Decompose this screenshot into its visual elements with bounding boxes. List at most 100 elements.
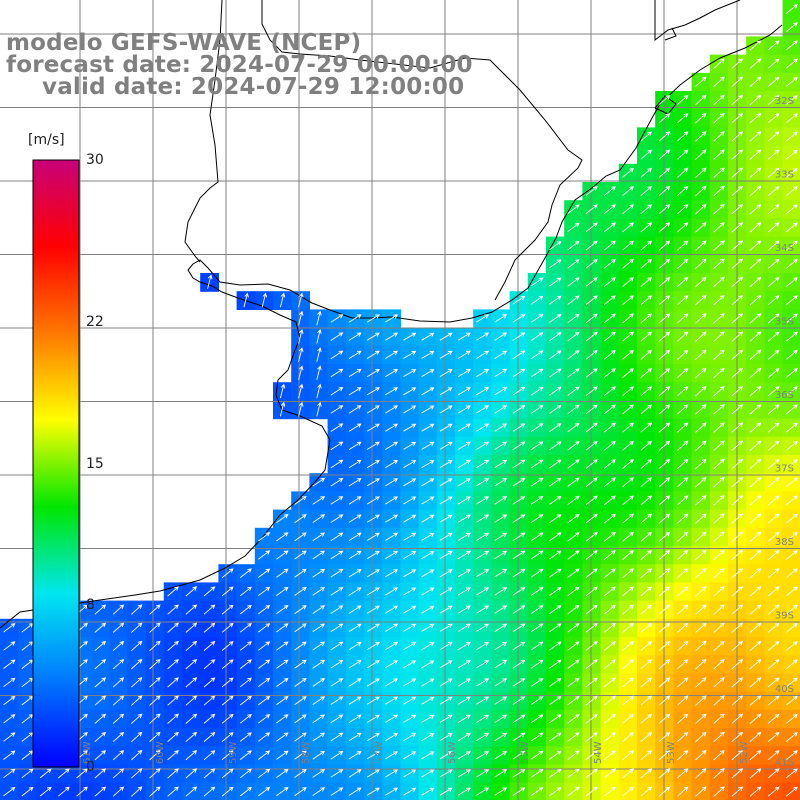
wind-arrow [494,751,508,760]
wind-arrow [421,787,435,796]
wind-arrow [695,622,707,633]
wind-arrow [767,349,780,360]
wind-arrow [640,677,653,688]
wind-arrow [258,532,271,542]
wind-arrow [622,549,635,560]
wind-arrow [585,386,598,396]
wind-arrow [439,423,453,432]
wind-arrow [567,441,580,451]
wind-arrow [185,604,198,615]
wind-arrow [622,258,635,269]
wind-arrow [767,731,780,742]
wind-arrow [112,786,125,797]
wind-arrow [439,532,453,541]
wind-arrow [76,786,88,797]
wind-arrow [512,714,526,724]
wind-arrow [276,714,289,724]
wind-arrow [366,441,380,450]
wind-arrow [112,731,125,743]
wind-arrow [767,185,780,196]
wind-arrow [385,769,399,778]
wind-arrow [312,678,326,687]
wind-arrow [457,642,471,651]
wind-arrow [731,185,744,197]
wind-arrow [677,604,689,615]
wind-arrow [695,422,707,433]
wind-arrow [749,513,762,524]
wind-arrow [130,677,143,688]
wind-arrow [749,113,762,124]
wind-arrow [603,204,616,215]
wind-arrow [530,314,544,323]
wind-arrow [476,350,490,359]
wind-arrow [786,22,798,33]
wind-arrow [622,531,635,542]
wind-arrow [585,477,598,487]
wind-arrow [677,295,689,306]
wind-arrow [731,222,744,233]
wind-cell [782,782,800,800]
wind-arrow [567,313,580,324]
wind-arrow [603,495,616,506]
wind-arrow [749,94,762,106]
latitude-label: 32S [775,96,794,107]
wind-arrow [640,204,653,215]
wind-arrow [622,222,635,233]
wind-arrow [421,623,435,632]
wind-arrow [567,623,580,633]
wind-arrow [585,240,598,251]
wind-arrow [695,404,707,415]
wind-arrow [512,605,526,614]
wind-arrow [731,731,744,743]
wind-arrow [421,496,435,505]
wind-arrow [366,314,380,323]
wind-arrow [585,422,598,433]
wind-arrow [549,659,562,669]
wind-arrow [457,787,471,796]
wind-arrow [731,276,744,288]
wind-arrow [316,328,322,344]
wind-arrow [221,586,234,597]
wind-arrow [94,713,107,724]
wind-arrow [786,604,798,615]
wind-arrow [695,677,707,688]
wind-arrow [713,240,725,251]
wind-arrow [294,732,307,742]
wind-arrow [658,568,671,579]
wind-arrow [731,531,744,542]
wind-arrow [622,440,635,451]
wind-arrow [112,713,125,724]
wind-arrow [276,623,289,633]
wind-arrow [603,258,616,269]
wind-arrow [767,222,780,233]
wind-arrow [276,750,289,760]
wind-arrow [294,605,307,615]
wind-arrow [130,622,143,633]
wind-arrow [603,513,616,524]
wind-arrow [312,568,326,578]
wind-arrow [749,367,762,379]
wind-arrow [767,295,780,306]
wind-arrow [640,131,653,142]
wind-arrow [294,550,307,560]
wind-arrow [366,350,380,359]
wind-arrow [221,695,234,706]
wind-arrow [640,386,653,397]
wind-arrow [713,203,725,215]
wind-arrow [3,677,16,688]
wind-arrow [585,641,598,651]
wind-arrow [658,750,671,761]
wind-arrow [439,569,453,578]
wind-arrow [258,695,271,706]
wind-arrow [385,532,399,541]
wind-arrow [258,750,271,760]
wind-arrow [130,604,143,615]
wind-arrow [167,768,179,779]
wind-arrow [494,678,508,687]
wind-arrow [94,768,107,779]
wind-arrow [622,477,635,488]
wind-arrow [767,258,780,269]
wind-arrow [603,477,616,488]
wind-arrow [312,787,326,796]
wind-arrow [622,622,635,633]
